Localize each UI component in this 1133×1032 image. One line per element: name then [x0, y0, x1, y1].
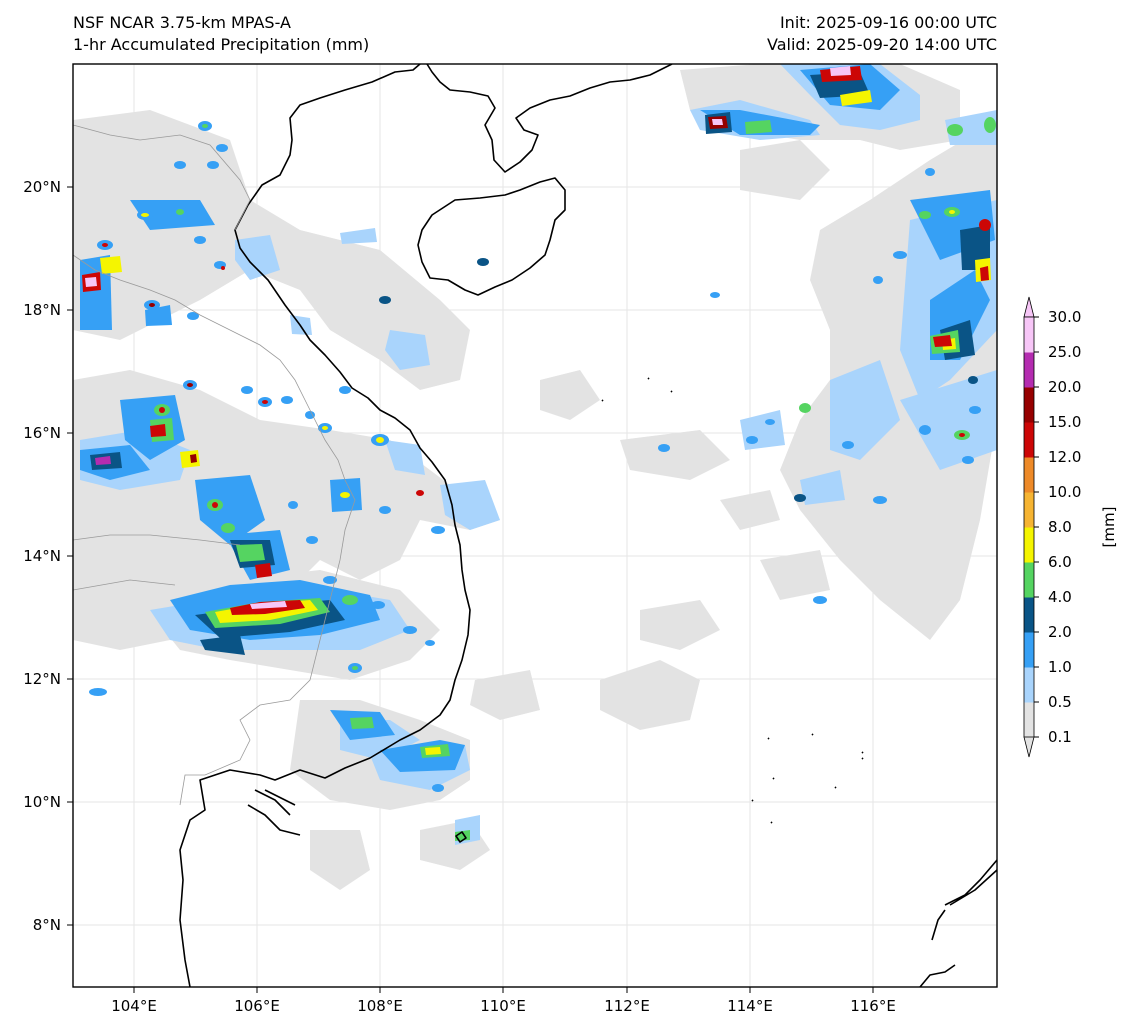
- colorbar-swatch: [1024, 702, 1034, 738]
- spratly-islands: [751, 733, 864, 824]
- colorbar-level-label: 0.5: [1048, 693, 1072, 711]
- colorbar-swatch: [1024, 422, 1034, 458]
- colorbar-swatch: [1024, 527, 1034, 563]
- colorbar-swatch: [1024, 667, 1034, 703]
- lat-tick-label: 8°N: [33, 916, 61, 934]
- lat-tick-label: 12°N: [23, 670, 61, 688]
- lon-tick-label: 116°E: [850, 997, 896, 1015]
- colorbar-level-label: 15.0: [1048, 413, 1081, 431]
- colorbar-level-label: 4.0: [1048, 588, 1072, 606]
- colorbar-swatch: [1024, 387, 1034, 423]
- colorbar-level-label: 30.0: [1048, 308, 1081, 326]
- lon-tick-label: 114°E: [727, 997, 773, 1015]
- chart-title-variable: 1-hr Accumulated Precipitation (mm): [73, 35, 370, 54]
- lat-tick-labels: 20°N 18°N 16°N 14°N 12°N 10°N 8°N: [23, 178, 61, 934]
- colorbar-swatch: [1024, 457, 1034, 493]
- colorbar-extend-high: [1023, 296, 1035, 318]
- precip-heavy-cores: [82, 66, 989, 615]
- colorbar-extend-low: [1023, 736, 1035, 758]
- colorbar-level-label: 20.0: [1048, 378, 1081, 396]
- colorbar-unit-label: [mm]: [1100, 507, 1118, 548]
- colorbar-swatch: [1024, 632, 1034, 668]
- lat-tick-label: 14°N: [23, 547, 61, 565]
- precip-scattered-cells: [89, 117, 996, 792]
- hainan-island: [417, 177, 566, 296]
- precip-1-areas: [80, 64, 995, 772]
- colorbar-swatch: [1024, 597, 1034, 633]
- lat-tick-label: 10°N: [23, 793, 61, 811]
- colorbar-swatch: [1024, 317, 1034, 353]
- colorbar-level-label: 1.0: [1048, 658, 1072, 676]
- colorbar-level-label: 0.1: [1048, 728, 1072, 746]
- map-frame: [72, 63, 998, 988]
- tick-marks: [67, 186, 874, 993]
- colorbar-level-label: 6.0: [1048, 553, 1072, 571]
- coastlines: [179, 64, 997, 987]
- lon-tick-label: 106°E: [234, 997, 280, 1015]
- lon-tick-label: 104°E: [111, 997, 157, 1015]
- init-time: Init: 2025-09-16 00:00 UTC: [779, 13, 997, 32]
- lat-tick-label: 16°N: [23, 424, 61, 442]
- run-time-block: Init: 2025-09-16 00:00 UTC Valid: 2025-0…: [767, 12, 997, 56]
- lon-tick-label: 108°E: [357, 997, 403, 1015]
- con-dao-island: [455, 831, 467, 843]
- lon-tick-label: 110°E: [480, 997, 526, 1015]
- philippines-coast: [919, 859, 997, 987]
- mainland-coast: [179, 64, 673, 987]
- colorbar: 0.1 0.5 1.0 2.0 4.0 6.0 8.0 10.0 12.0 15.0 20.0 25.…: [1023, 296, 1081, 758]
- chart-title-block: NSF NCAR 3.75-km MPAS-A 1-hr Accumulated…: [73, 12, 369, 56]
- mekong-delta: [247, 789, 301, 836]
- colorbar-swatch: [1024, 492, 1034, 528]
- lat-tick-label: 18°N: [23, 301, 61, 319]
- colorbar-swatch: [1024, 352, 1034, 388]
- paracel-islands: [601, 377, 673, 402]
- lat-tick-label: 20°N: [23, 178, 61, 196]
- valid-time: Valid: 2025-09-20 14:00 UTC: [766, 35, 997, 54]
- lon-tick-labels: 104°E 106°E 108°E 110°E 112°E 114°E 116°…: [111, 997, 896, 1015]
- colorbar-level-label: 25.0: [1048, 343, 1081, 361]
- colorbar-level-label: 8.0: [1048, 518, 1072, 536]
- colorbar-swatch: [1024, 562, 1034, 598]
- colorbar-level-label: 10.0: [1048, 483, 1081, 501]
- lon-tick-label: 112°E: [604, 997, 650, 1015]
- chart-title-model: NSF NCAR 3.75-km MPAS-A: [73, 13, 291, 32]
- colorbar-level-label: 12.0: [1048, 448, 1081, 466]
- country-borders: [73, 124, 356, 806]
- colorbar-level-label: 2.0: [1048, 623, 1072, 641]
